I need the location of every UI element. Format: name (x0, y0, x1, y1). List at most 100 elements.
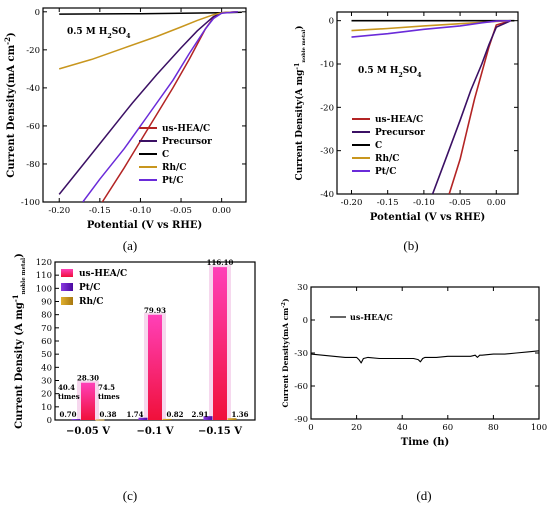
panel-label-c: (c) (123, 488, 137, 503)
x-tick-label: -0.10 (130, 206, 152, 216)
legend-label: C (375, 141, 382, 151)
bar-us-hea-c (81, 382, 95, 420)
x-tick-label: -0.05 (170, 206, 192, 216)
annotation-text: times (58, 392, 80, 401)
y-tick-label: -30 (320, 147, 334, 157)
chart-panel-b: -0.20 -0.15 -0.10 -0.05 0.00 0 -10 -20 -30 -40 Pot… (294, 11, 519, 223)
series-line-pt-c (351, 19, 511, 38)
y-tick-label: -40 (320, 190, 334, 200)
x-tick-label: -0.20 (48, 206, 70, 216)
y-tick-label: -30 (294, 349, 308, 359)
x-tick-label: 100 (531, 423, 547, 433)
x-axis-title: Time (h) (401, 437, 449, 448)
y-tick-label: 20 (41, 390, 52, 400)
series-group (351, 19, 515, 194)
y-tick-label: -100 (21, 198, 40, 208)
series-line-precursor (431, 19, 512, 194)
x-tick-label: 80 (488, 423, 499, 433)
x-category-label: −0.1 V (136, 426, 173, 437)
legend-label: Precursor (162, 137, 212, 147)
legend-swatch (61, 283, 73, 291)
x-tick-label: -0.20 (341, 198, 363, 208)
y-axis-title: Current Density(mA cm-2) (3, 32, 18, 177)
legend-swatch (61, 269, 73, 277)
x-category-label: −0.05 V (66, 426, 110, 437)
chart-panel-d: 0 20 40 60 80 100 30 0 -30 -60 -90 Time (h) Current … (281, 283, 547, 448)
y-axis-title: Current Density(mA cm-2) (281, 298, 290, 407)
series-line-rh-c (58, 11, 238, 70)
panel-label-a: (a) (123, 238, 137, 253)
y-tick-label: 50 (41, 350, 52, 360)
y-axis-title: Current Density(A mg-1noble metal) (294, 26, 308, 181)
data-label: 1.74 (126, 410, 143, 419)
legend-swatch (61, 297, 73, 305)
legend-label: us-HEA/C (162, 124, 210, 134)
y-tick-label: 30 (297, 283, 308, 293)
y-tick-label: -90 (294, 415, 308, 425)
y-tick-label: -60 (26, 122, 40, 132)
x-tick-label: -0.05 (449, 198, 471, 208)
bar-pt-c (138, 417, 148, 420)
chart-panel-a: -0.20 -0.15 -0.10 -0.05 0.00 0 -20 -40 -60 -80 -10… (3, 7, 247, 231)
chart-panel-c: 0 10 20 30 40 50 60 70 80 90 100 110 120 −0.05 V 28.30… (11, 253, 256, 437)
x-tick-label: 20 (351, 423, 362, 433)
y-tick-label: -40 (26, 84, 40, 94)
data-label: 0.70 (59, 410, 76, 419)
bar-us-hea-c (213, 267, 227, 420)
series-group (58, 11, 242, 202)
x-tick-label: 60 (442, 423, 453, 433)
y-tick-label: 60 (41, 337, 52, 347)
x-tick-label: 40 (397, 423, 408, 433)
legend-label: Rh/C (375, 154, 399, 164)
series-line-us-hea-c (101, 11, 238, 202)
data-label: 79.93 (144, 306, 166, 315)
series-line-pt-c (82, 11, 238, 202)
x-category-label: −0.15 V (198, 426, 242, 437)
y-tick-label: -10 (320, 60, 334, 70)
x-axis-title: Potential (V vs RHE) (370, 212, 485, 223)
data-label: 0.82 (166, 410, 183, 419)
y-tick-label: 0 (329, 17, 334, 27)
y-tick-label: -80 (26, 160, 40, 170)
legend-label: Pt/C (375, 167, 396, 177)
x-tick-label: 0.00 (212, 206, 231, 216)
y-tick-label: 40 (41, 363, 52, 373)
series-line-us-hea-c (311, 350, 539, 364)
legend-label: us-HEA/C (79, 269, 127, 279)
series-line-us-hea-c (448, 19, 512, 194)
legend-label: C (162, 150, 169, 160)
data-label: 0.38 (99, 410, 116, 419)
legend-label: us-HEA/C (375, 115, 423, 125)
data-label: 28.30 (77, 374, 99, 383)
legend-label: Rh/C (162, 163, 186, 173)
panel-label-b: (b) (403, 238, 418, 253)
panel-label-d: (d) (416, 488, 431, 503)
series-line-precursor (58, 11, 238, 195)
x-tick-label: -0.15 (377, 198, 399, 208)
y-tick-label: 80 (41, 311, 52, 321)
x-axis-title: Potential (V vs RHE) (87, 220, 202, 231)
bar-rh-c (162, 418, 172, 420)
y-tick-label: 0 (303, 316, 308, 326)
data-label: 116.10 (207, 258, 234, 267)
legend-label: Pt/C (162, 176, 183, 186)
data-label: 2.91 (191, 410, 208, 419)
plot-frame (310, 286, 540, 420)
y-tick-label: -60 (294, 382, 308, 392)
x-tick-label: 0 (308, 423, 313, 433)
y-tick-label: 120 (36, 258, 52, 268)
legend-label: Precursor (375, 128, 425, 138)
x-tick-label: -0.15 (89, 206, 111, 216)
legend-label: Rh/C (79, 297, 103, 307)
y-tick-label: 100 (36, 284, 52, 294)
annotation-text: 74.5 (98, 383, 115, 392)
y-tick-label: -20 (320, 103, 334, 113)
series-group (311, 350, 539, 364)
x-tick-label: 0.00 (487, 198, 506, 208)
bar-pt-c (203, 416, 213, 420)
bar-rh-c (227, 418, 237, 420)
annotation-text: times (98, 392, 120, 401)
data-label: 1.36 (231, 410, 248, 419)
annotation-text: 40.4 (58, 383, 75, 392)
